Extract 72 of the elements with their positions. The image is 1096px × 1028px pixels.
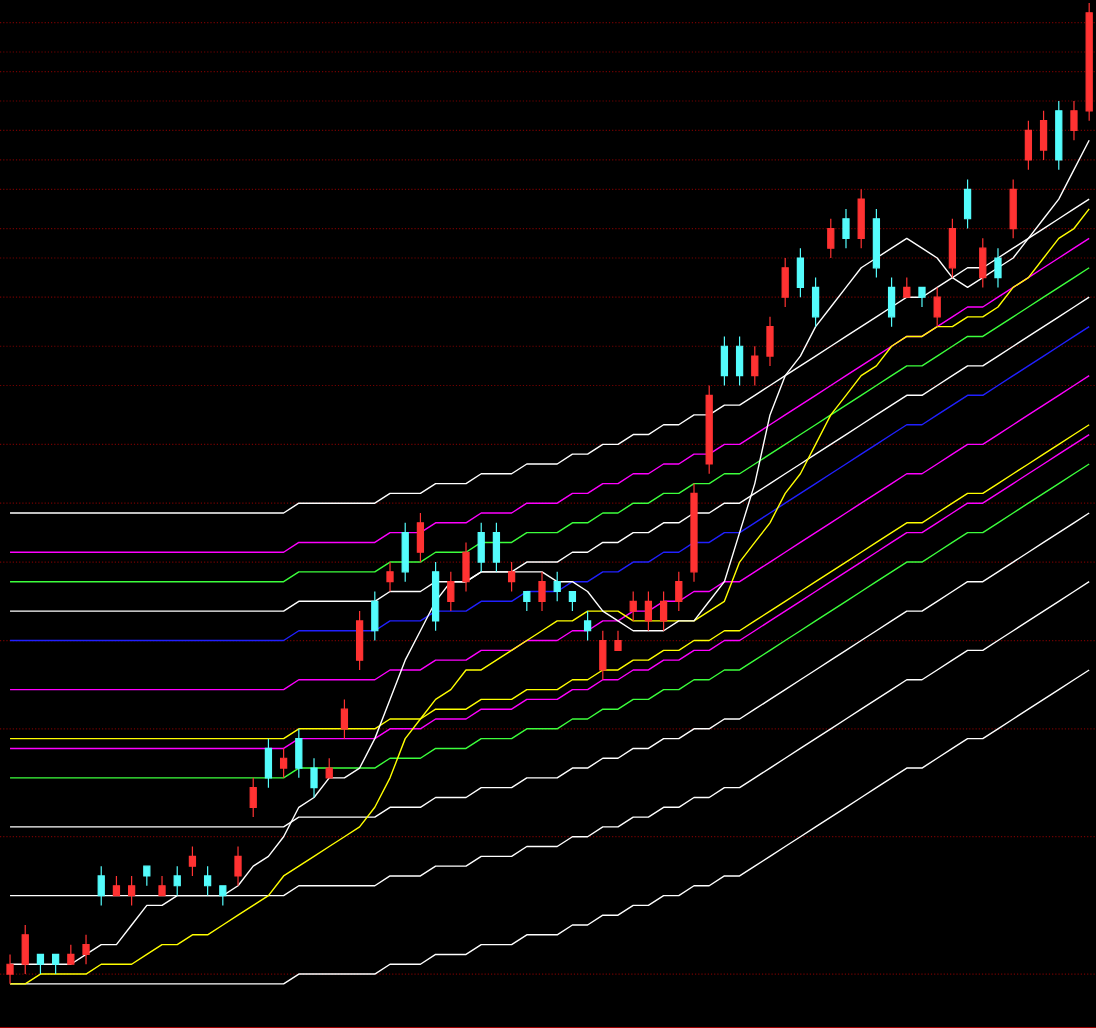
candlestick	[234, 845, 242, 887]
candlestick	[279, 747, 288, 779]
candlestick	[675, 571, 683, 612]
candlestick	[371, 590, 379, 642]
candlestick	[507, 561, 516, 593]
candlestick	[477, 522, 485, 573]
candlestick	[720, 335, 729, 387]
candlestick	[447, 571, 455, 612]
candlestick	[872, 208, 881, 279]
candlestick	[659, 590, 668, 632]
candlestick	[431, 561, 440, 632]
candlestick	[97, 865, 105, 906]
candlestick	[735, 335, 744, 387]
candlestick	[751, 345, 759, 387]
candlestick	[295, 728, 303, 779]
candlestick	[766, 316, 774, 367]
candlestick	[538, 571, 546, 612]
candlestick	[462, 541, 470, 593]
candlestick	[1009, 178, 1017, 239]
candlestick	[325, 757, 333, 779]
candlestick	[36, 953, 45, 975]
candlestick	[219, 885, 227, 906]
candlestick	[568, 590, 577, 612]
candlestick	[629, 590, 637, 622]
candlestick	[6, 953, 14, 985]
candlestick	[127, 875, 136, 906]
candlestick	[143, 865, 151, 887]
candlestick	[203, 865, 212, 897]
candlestick	[644, 590, 653, 632]
candlestick	[1024, 120, 1033, 171]
candlestick	[583, 610, 592, 642]
candlestick	[842, 208, 850, 249]
candlestick	[1085, 2, 1093, 122]
candlestick	[492, 522, 501, 573]
candlestick	[249, 777, 257, 818]
candlestick	[355, 610, 364, 671]
candlestick	[887, 276, 896, 328]
candlestick	[416, 512, 425, 563]
candlestick	[994, 247, 1002, 288]
candlestick	[933, 286, 941, 328]
candlestick	[614, 630, 622, 651]
candlestick	[310, 757, 318, 799]
candlestick	[386, 561, 394, 593]
candlestick	[811, 276, 820, 328]
candlestick	[173, 865, 181, 897]
candlestick	[1070, 100, 1078, 141]
candlestick	[690, 482, 698, 583]
candlestick	[948, 218, 957, 279]
candlestick	[705, 384, 713, 475]
candlestick	[340, 698, 349, 740]
candlestick	[903, 276, 911, 298]
candlestick	[599, 630, 607, 681]
candlestick	[1055, 100, 1063, 171]
candlestick	[1039, 110, 1048, 161]
candlestick	[796, 247, 805, 298]
candlestick	[82, 934, 90, 965]
candlestick	[112, 875, 121, 897]
candlestick	[827, 218, 835, 259]
candlestick	[979, 237, 987, 288]
candlestick	[523, 590, 531, 612]
candlestick	[67, 944, 75, 965]
candlestick	[51, 953, 60, 975]
candlestick	[963, 178, 972, 230]
candlestick	[781, 257, 789, 308]
candlestick	[857, 188, 865, 249]
candlestick	[401, 522, 409, 583]
candlestick	[264, 738, 273, 789]
candlestick	[21, 924, 29, 975]
candlestick	[918, 286, 926, 308]
candlestick	[158, 875, 166, 897]
candlestick	[188, 845, 197, 877]
candlestick	[553, 571, 561, 602]
